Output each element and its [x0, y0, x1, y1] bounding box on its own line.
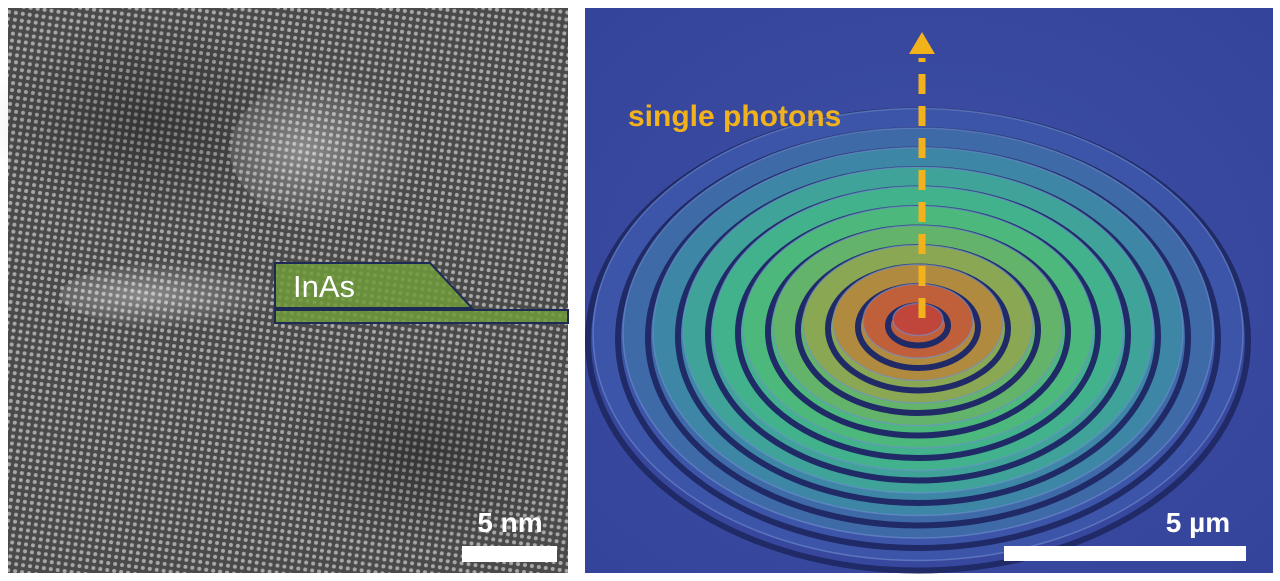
arrow-head	[909, 32, 935, 54]
ring	[892, 302, 944, 337]
dark-region	[270, 350, 570, 550]
scale-bar	[1004, 546, 1246, 561]
inas-layer	[274, 262, 475, 309]
scale-bar-label: 5 µm	[1166, 507, 1230, 538]
scale-bar-label: 5 nm	[477, 507, 542, 538]
left-panel: InAs 5 nm	[0, 8, 570, 573]
wetting-layer	[274, 309, 569, 324]
scale-bar	[462, 546, 557, 562]
rings	[585, 107, 1251, 574]
right-panel: single photons 5 µm	[585, 8, 1273, 574]
annotation: single photons	[628, 100, 841, 133]
dark-region	[0, 10, 310, 230]
bright-region	[230, 70, 470, 230]
inas-label: InAs	[293, 269, 355, 304]
bright-region	[60, 260, 340, 330]
